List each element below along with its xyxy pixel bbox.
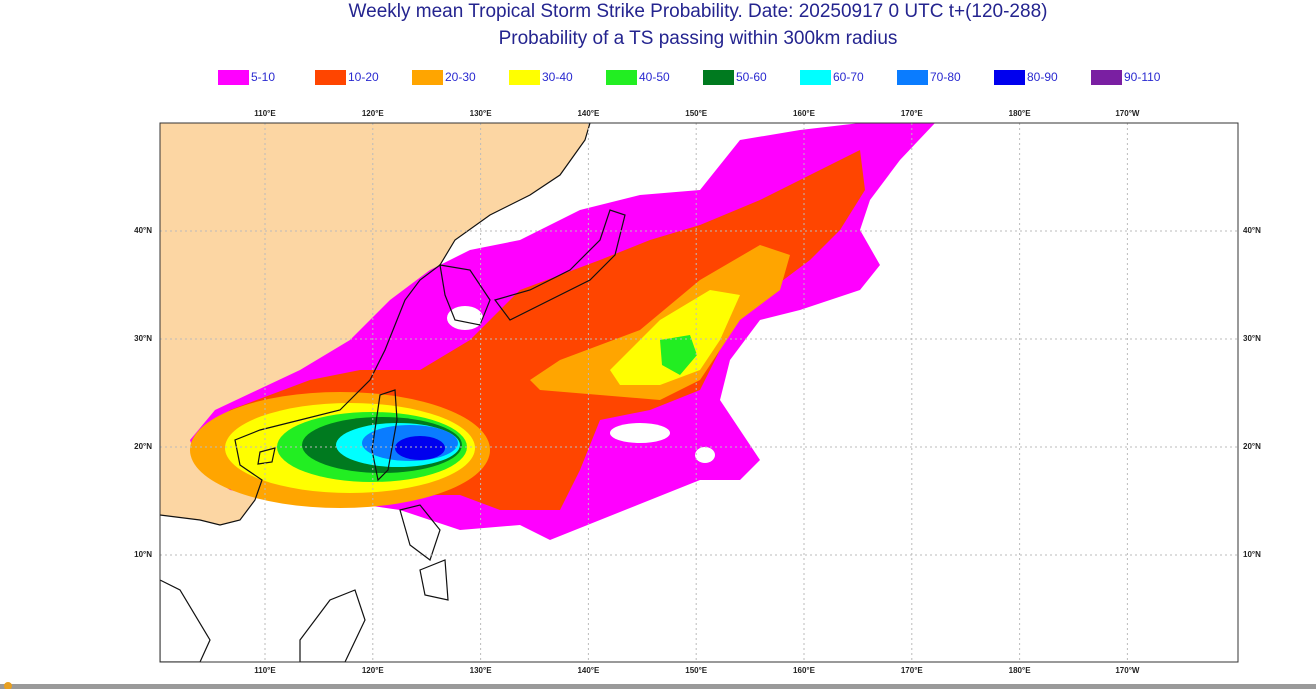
axes: 110°E 110°E 120°E 120°E 130°E 130°E 140°E 140°E… (134, 109, 1261, 675)
lon-label: 150°E (685, 666, 708, 675)
legend-label: 10-20 (348, 70, 379, 84)
lat-label: 30°N (1243, 334, 1261, 343)
lon-label: 180°E (1009, 666, 1032, 675)
lon-label: 110°E (254, 666, 276, 675)
lon-label: 120°E (362, 109, 385, 118)
lon-label: 140°E (577, 109, 600, 118)
legend-swatch (315, 70, 346, 85)
lon-label: 130°E (470, 666, 493, 675)
legend-swatch (703, 70, 734, 85)
legend: 5-10 10-20 20-30 30-40 40-50 50-60 60-70 70-80 8… (218, 70, 1161, 85)
lon-label: 160°E (793, 109, 816, 118)
lon-label: 120°E (362, 666, 385, 675)
cursor-dot (4, 682, 12, 689)
lon-label: 170°E (901, 109, 924, 118)
lat-label: 30°N (134, 334, 152, 343)
lon-label: 130°E (470, 109, 493, 118)
lon-label: 160°E (793, 666, 816, 675)
legend-label: 80-90 (1027, 70, 1058, 84)
legend-swatch (897, 70, 928, 85)
legend-swatch (606, 70, 637, 85)
lon-label: 170°W (1115, 109, 1140, 118)
lat-label: 10°N (134, 550, 152, 559)
legend-swatch (1091, 70, 1122, 85)
probability-area (660, 335, 697, 375)
legend-swatch (800, 70, 831, 85)
legend-swatch (218, 70, 249, 85)
legend-swatch (994, 70, 1025, 85)
legend-swatch (509, 70, 540, 85)
lon-label: 150°E (685, 109, 708, 118)
legend-label: 50-60 (736, 70, 767, 84)
lat-label: 20°N (1243, 442, 1261, 451)
map (160, 123, 1238, 662)
subtitle: Probability of a TS passing within 300km… (499, 28, 898, 49)
legend-swatch (412, 70, 443, 85)
lat-label: 40°N (134, 226, 152, 235)
lon-label: 170°E (901, 666, 924, 675)
scrollbar (0, 684, 1316, 689)
legend-label: 60-70 (833, 70, 864, 84)
legend-label: 5-10 (251, 70, 275, 84)
legend-label: 20-30 (445, 70, 476, 84)
legend-label: 30-40 (542, 70, 573, 84)
lon-label: 180°E (1009, 109, 1032, 118)
legend-label: 70-80 (930, 70, 961, 84)
lon-label: 170°W (1115, 666, 1140, 675)
legend-label: 90-110 (1124, 70, 1161, 84)
lat-label: 10°N (1243, 550, 1261, 559)
legend-label: 40-50 (639, 70, 670, 84)
lat-label: 20°N (134, 442, 152, 451)
title: Weekly mean Tropical Storm Strike Probab… (349, 1, 1048, 22)
lon-label: 140°E (577, 666, 600, 675)
lat-label: 40°N (1243, 226, 1261, 235)
probability-area (395, 436, 445, 460)
lon-label: 110°E (254, 109, 276, 118)
map-frame (159, 122, 1239, 663)
